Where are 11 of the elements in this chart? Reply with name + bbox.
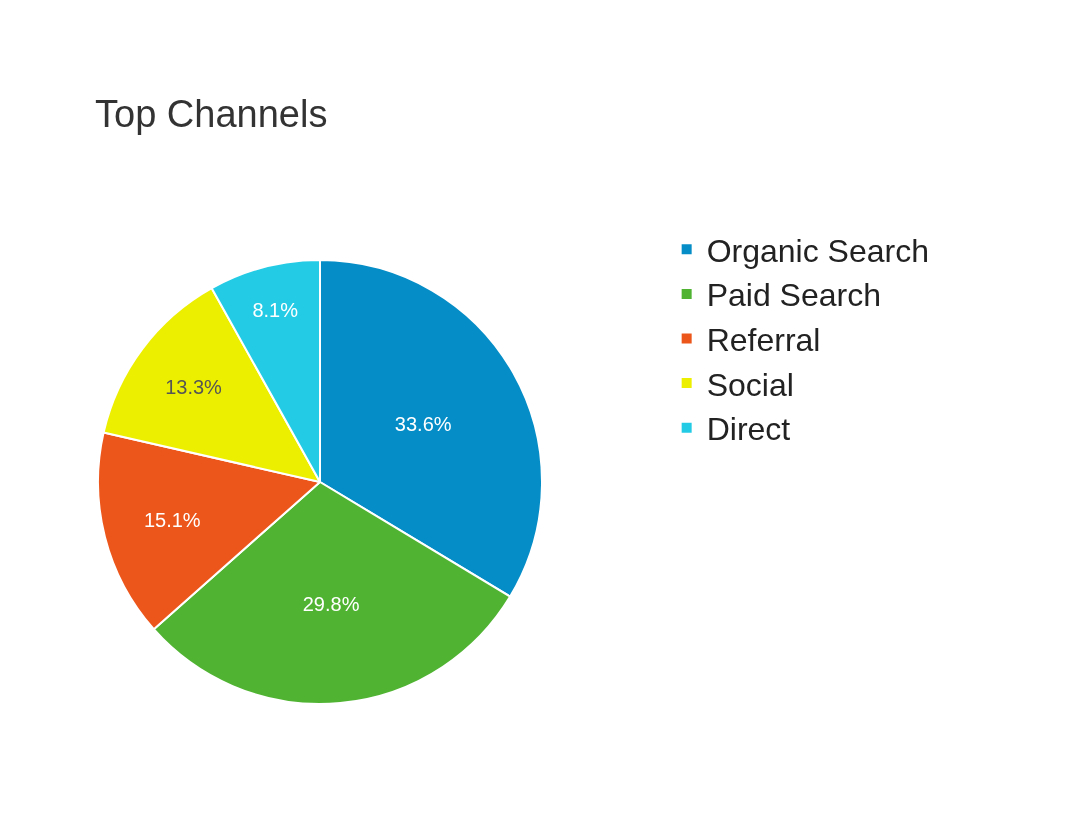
- legend-label: Social: [706, 366, 794, 403]
- legend-label: Referral: [706, 321, 821, 358]
- data-label: 33.6%: [394, 412, 452, 435]
- data-label: 8.1%: [252, 299, 299, 322]
- data-label: 13.3%: [165, 376, 223, 399]
- chart-title: Top Channels: [95, 92, 328, 135]
- legend-label: Organic Search: [706, 232, 929, 269]
- data-label: 15.1%: [143, 508, 201, 531]
- legend-label: Paid Search: [706, 277, 881, 314]
- data-label: 29.8%: [302, 593, 360, 616]
- legend-label: Direct: [706, 411, 791, 448]
